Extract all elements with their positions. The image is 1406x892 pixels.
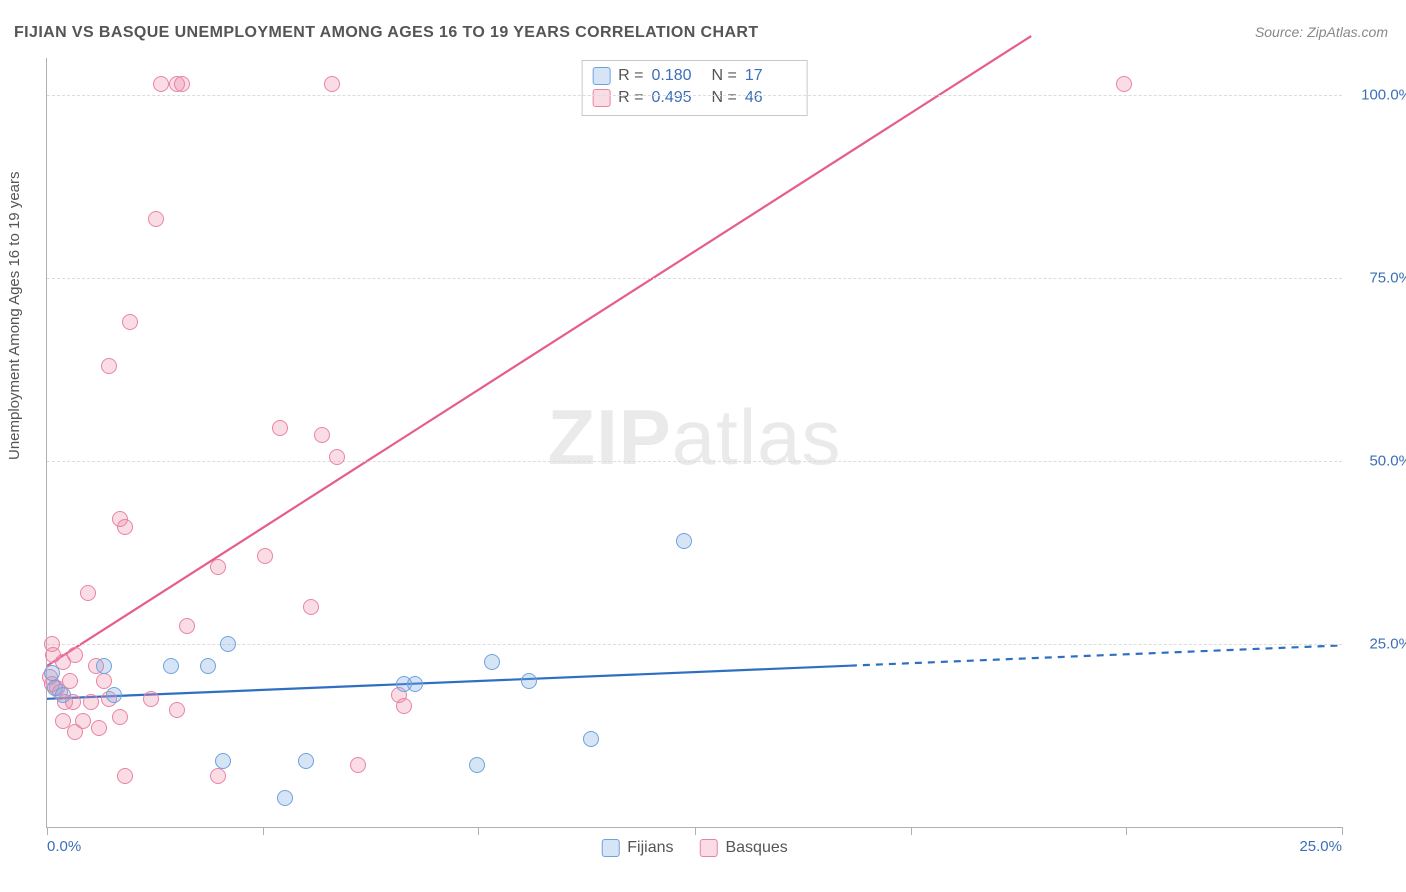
legend-row-fijians: R = 0.180 N = 17	[592, 65, 797, 87]
x-tick	[478, 827, 479, 835]
swatch-basques	[699, 839, 717, 857]
swatch-fijians	[592, 67, 610, 85]
correlation-legend: R = 0.180 N = 17 R = 0.495 N = 46	[581, 60, 808, 116]
point-fijians	[55, 687, 71, 703]
source-label: Source: ZipAtlas.com	[1255, 24, 1388, 40]
point-fijians	[106, 687, 122, 703]
point-fijians	[676, 533, 692, 549]
series-legend: Fijians Basques	[601, 839, 788, 857]
point-fijians	[407, 676, 423, 692]
r-label: R =	[618, 65, 643, 87]
chart-title: FIJIAN VS BASQUE UNEMPLOYMENT AMONG AGES…	[14, 24, 759, 42]
point-basques	[257, 548, 273, 564]
point-basques	[210, 559, 226, 575]
point-basques	[153, 76, 169, 92]
point-basques	[396, 698, 412, 714]
trend-lines-layer	[47, 58, 1342, 827]
point-fijians	[277, 790, 293, 806]
x-tick	[1342, 827, 1343, 835]
point-basques	[169, 702, 185, 718]
point-basques	[122, 314, 138, 330]
n-value-basques: 46	[745, 87, 797, 109]
point-basques	[179, 618, 195, 634]
plot-area: ZIPatlas R = 0.180 N = 17 R = 0.495 N = …	[46, 58, 1342, 828]
point-basques	[350, 757, 366, 773]
point-basques	[1116, 76, 1132, 92]
point-basques	[112, 709, 128, 725]
point-basques	[83, 694, 99, 710]
point-basques	[62, 673, 78, 689]
y-tick-label: 50.0%	[1352, 452, 1406, 469]
point-fijians	[469, 757, 485, 773]
point-basques	[272, 420, 288, 436]
gridline	[47, 644, 1342, 645]
x-tick	[1126, 827, 1127, 835]
point-basques	[148, 211, 164, 227]
x-tick-label: 25.0%	[1299, 838, 1342, 855]
y-tick-label: 100.0%	[1352, 86, 1406, 103]
point-basques	[303, 599, 319, 615]
point-fijians	[484, 654, 500, 670]
point-basques	[96, 673, 112, 689]
n-value-fijians: 17	[745, 65, 797, 87]
x-tick	[695, 827, 696, 835]
point-fijians	[583, 731, 599, 747]
r-value-basques: 0.495	[652, 87, 704, 109]
point-fijians	[521, 673, 537, 689]
series-label-basques: Basques	[725, 839, 787, 857]
point-basques	[117, 519, 133, 535]
point-basques	[91, 720, 107, 736]
point-basques	[67, 647, 83, 663]
series-label-fijians: Fijians	[627, 839, 673, 857]
point-fijians	[298, 753, 314, 769]
gridline	[47, 461, 1342, 462]
n-label: N =	[712, 87, 737, 109]
gridline	[47, 95, 1342, 96]
point-basques	[117, 768, 133, 784]
legend-item-basques: Basques	[699, 839, 787, 857]
swatch-fijians	[601, 839, 619, 857]
point-fijians	[163, 658, 179, 674]
y-axis-label: Unemployment Among Ages 16 to 19 years	[6, 171, 23, 460]
legend-row-basques: R = 0.495 N = 46	[592, 87, 797, 109]
point-basques	[329, 449, 345, 465]
point-basques	[210, 768, 226, 784]
point-basques	[101, 358, 117, 374]
point-basques	[75, 713, 91, 729]
r-value-fijians: 0.180	[652, 65, 704, 87]
r-label: R =	[618, 87, 643, 109]
x-tick	[263, 827, 264, 835]
point-fijians	[200, 658, 216, 674]
point-basques	[314, 427, 330, 443]
legend-item-fijians: Fijians	[601, 839, 673, 857]
x-tick	[911, 827, 912, 835]
gridline	[47, 278, 1342, 279]
point-basques	[174, 76, 190, 92]
point-basques	[80, 585, 96, 601]
point-basques	[143, 691, 159, 707]
y-tick-label: 75.0%	[1352, 269, 1406, 286]
y-tick-label: 25.0%	[1352, 635, 1406, 652]
x-tick	[47, 827, 48, 835]
n-label: N =	[712, 65, 737, 87]
point-fijians	[96, 658, 112, 674]
point-basques	[324, 76, 340, 92]
point-fijians	[44, 665, 60, 681]
x-tick-label: 0.0%	[47, 838, 81, 855]
point-fijians	[220, 636, 236, 652]
swatch-basques	[592, 89, 610, 107]
point-fijians	[215, 753, 231, 769]
